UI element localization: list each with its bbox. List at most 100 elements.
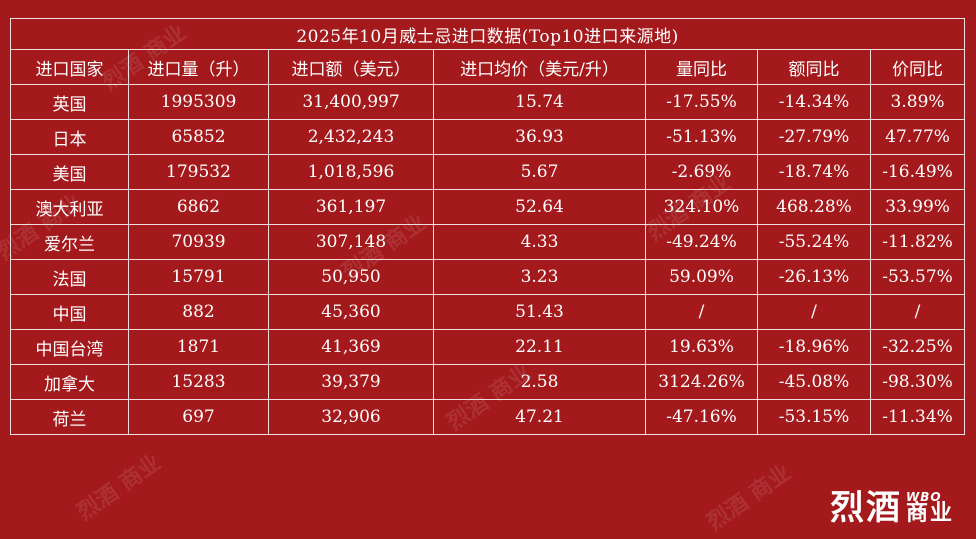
data-cell: /	[645, 294, 758, 330]
data-cell: -18.74%	[757, 154, 871, 190]
data-cell: -18.96%	[757, 329, 871, 365]
data-cell: 41,369	[268, 329, 434, 365]
data-cell: 5.67	[433, 154, 646, 190]
country-cell: 法国	[10, 259, 129, 295]
table-row: 爱尔兰 70939 307,148 4.33 -49.24% -55.24% -11.82%	[10, 224, 966, 260]
table-body: 英国 1995309 31,400,997 15.74 -17.55% -14.34% 3.…	[10, 84, 966, 435]
table-row: 加拿大 15283 39,379 2.58 3124.26% -45.08% -98.30%	[10, 364, 966, 400]
data-cell: 15283	[128, 364, 269, 400]
table-row: 中国 882 45,360 51.43// /	[10, 294, 966, 330]
table-row: 澳大利亚 6862 361,197 52.64 324.10% 468.28% 33.99%	[10, 189, 966, 225]
watermark: 烈酒 商业	[72, 450, 166, 526]
data-cell: -2.69%	[645, 154, 758, 190]
logo-main-text: 烈酒	[829, 488, 902, 528]
data-cell: -98.30%	[869, 364, 966, 400]
header-row: 进口国家 进口量（升） 进口额（美元） 进口均价（美元/升） 量同比 额同比 价同比	[10, 49, 966, 85]
data-cell: 2,432,243	[268, 119, 434, 155]
data-cell: 70939	[128, 224, 269, 260]
data-cell: -16.49%	[869, 154, 966, 190]
column-header: 量同比	[645, 49, 758, 85]
data-cell: -14.34%	[757, 84, 871, 120]
data-cell: 882	[128, 294, 269, 330]
column-header: 进口国家	[10, 49, 129, 85]
data-table-container: 2025年10月威士忌进口数据(Top10进口来源地) 进口国家 进口量（升） 进口…	[9, 18, 966, 435]
column-header: 进口额（美元）	[268, 49, 434, 85]
data-cell: -11.82%	[869, 224, 966, 260]
data-cell: 3.89%	[869, 84, 966, 120]
data-cell: 361,197	[268, 189, 434, 225]
data-cell: -47.16%	[645, 399, 758, 435]
brand-logo: 烈酒 WBO 商业	[830, 491, 954, 525]
table-row: 法国 15791 50,950 3.23 59.09% -26.13% -53.57%	[10, 259, 966, 295]
data-cell: -49.24%	[645, 224, 758, 260]
data-cell: -11.34%	[869, 399, 966, 435]
data-cell: 15.74	[433, 84, 646, 120]
watermark: 烈酒 商业	[702, 460, 796, 536]
column-header: 进口均价（美元/升）	[433, 49, 646, 85]
data-cell: -27.79%	[757, 119, 871, 155]
data-cell: 50,950	[268, 259, 434, 295]
country-cell: 中国台湾	[10, 329, 129, 365]
data-cell: -45.08%	[757, 364, 871, 400]
data-cell: 2.58	[433, 364, 646, 400]
data-cell: 15791	[128, 259, 269, 295]
data-cell: 324.10%	[645, 189, 758, 225]
data-cell: 1995309	[128, 84, 269, 120]
data-cell: 47.21	[433, 399, 646, 435]
data-cell: /	[869, 294, 966, 330]
country-cell: 澳大利亚	[10, 189, 129, 225]
data-cell: 47.77%	[869, 119, 966, 155]
country-cell: 美国	[10, 154, 129, 190]
whisky-import-table: 2025年10月威士忌进口数据(Top10进口来源地) 进口国家 进口量（升） 进口…	[9, 18, 966, 435]
country-cell: 日本	[10, 119, 129, 155]
data-cell: 6862	[128, 189, 269, 225]
table-row: 中国台湾 1871 41,369 22.11 19.63% -18.96% -32.25%	[10, 329, 966, 365]
data-cell: 3.23	[433, 259, 646, 295]
logo-side: WBO 商业	[906, 491, 954, 525]
column-header: 价同比	[869, 49, 966, 85]
data-cell: /	[757, 294, 871, 330]
data-cell: 33.99%	[869, 189, 966, 225]
data-cell: 4.33	[433, 224, 646, 260]
data-cell: 59.09%	[645, 259, 758, 295]
table-row: 美国 179532 1,018,596 5.67 -2.69% -18.74% -16.49…	[10, 154, 966, 190]
column-header: 额同比	[757, 49, 871, 85]
data-cell: 179532	[128, 154, 269, 190]
data-cell: 51.43	[433, 294, 646, 330]
table-row: 荷兰 697 32,906 47.21 -47.16% -53.15% -11.34%	[10, 399, 966, 435]
table-row: 日本 65852 2,432,243 36.93 -51.13% -27.79% 47.77…	[10, 119, 966, 155]
title-row: 2025年10月威士忌进口数据(Top10进口来源地)	[9, 18, 966, 50]
country-cell: 荷兰	[10, 399, 129, 435]
data-cell: 65852	[128, 119, 269, 155]
data-cell: 32,906	[268, 399, 434, 435]
data-cell: 45,360	[268, 294, 434, 330]
data-cell: 468.28%	[757, 189, 871, 225]
data-cell: 3124.26%	[645, 364, 758, 400]
country-cell: 中国	[10, 294, 129, 330]
data-cell: 1871	[128, 329, 269, 365]
table-title: 2025年10月威士忌进口数据(Top10进口来源地)	[9, 18, 966, 50]
data-cell: 31,400,997	[268, 84, 434, 120]
data-cell: -26.13%	[757, 259, 871, 295]
data-cell: -32.25%	[869, 329, 966, 365]
data-cell: -55.24%	[757, 224, 871, 260]
data-cell: -51.13%	[645, 119, 758, 155]
data-cell: 39,379	[268, 364, 434, 400]
logo-sub-text: 商业	[905, 501, 954, 526]
country-cell: 英国	[10, 84, 129, 120]
data-cell: 52.64	[433, 189, 646, 225]
country-cell: 加拿大	[10, 364, 129, 400]
data-cell: 22.11	[433, 329, 646, 365]
country-cell: 爱尔兰	[10, 224, 129, 260]
column-header: 进口量（升）	[128, 49, 269, 85]
logo-wbo-text: WBO	[905, 490, 942, 504]
data-cell: 1,018,596	[268, 154, 434, 190]
data-cell: -53.15%	[757, 399, 871, 435]
data-cell: -53.57%	[869, 259, 966, 295]
table-row: 英国 1995309 31,400,997 15.74 -17.55% -14.34% 3.…	[10, 84, 966, 120]
data-cell: 307,148	[268, 224, 434, 260]
data-cell: -17.55%	[645, 84, 758, 120]
data-cell: 36.93	[433, 119, 646, 155]
data-cell: 19.63%	[645, 329, 758, 365]
data-cell: 697	[128, 399, 269, 435]
